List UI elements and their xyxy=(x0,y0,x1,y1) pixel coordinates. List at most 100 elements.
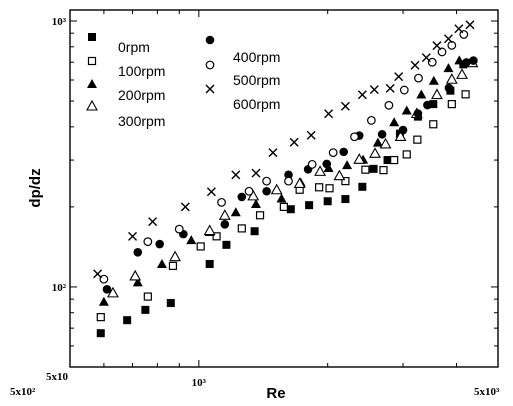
axis-ticks: 5x10² 10³ 5x10³ 5x10 10² 10³ xyxy=(10,10,500,398)
data-point-100rpm xyxy=(447,100,456,109)
data-point-400rpm xyxy=(262,186,271,196)
data-point-200rpm xyxy=(186,235,197,245)
data-point-300rpm xyxy=(353,153,366,164)
legend-marker-100rpm xyxy=(87,56,97,66)
data-point-500rpm xyxy=(437,47,447,57)
data-point-600rpm xyxy=(385,83,395,93)
legend: 0rpm 100rpm 200rpm 300rpm 400rpm 500rpm 600rpm xyxy=(86,33,280,129)
data-point-300rpm xyxy=(270,183,283,195)
x-axis-label: Re xyxy=(266,385,285,402)
data-point-100rpm xyxy=(379,166,388,175)
data-point-100rpm xyxy=(237,224,246,233)
data-point-500rpm xyxy=(244,186,254,196)
data-point-600rpm xyxy=(421,53,431,63)
legend-marker-500rpm xyxy=(205,60,215,70)
data-point-500rpm xyxy=(427,57,437,67)
data-point-600rpm xyxy=(454,24,464,34)
data-point-100rpm xyxy=(255,211,265,220)
data-point-0rpm xyxy=(166,299,175,308)
data-point-600rpm xyxy=(357,90,367,100)
data-point-100rpm xyxy=(168,261,178,270)
data-point-100rpm xyxy=(196,242,205,251)
data-point-200rpm xyxy=(389,117,400,127)
data-point-400rpm xyxy=(444,83,454,93)
data-point-100rpm xyxy=(429,120,438,129)
data-point-300rpm xyxy=(314,165,327,176)
data-point-600rpm xyxy=(289,137,299,147)
legend-marker-600rpm xyxy=(205,84,215,94)
data-point-200rpm xyxy=(428,75,439,85)
data-point-300rpm xyxy=(379,137,392,149)
data-point-400rpm xyxy=(398,125,408,135)
data-point-100rpm xyxy=(315,183,324,192)
data-point-400rpm xyxy=(220,220,230,229)
data-point-0rpm xyxy=(96,329,105,338)
data-point-200rpm xyxy=(342,160,353,170)
data-point-500rpm xyxy=(99,274,109,284)
data-point-0rpm xyxy=(222,240,231,249)
data-point-0rpm xyxy=(429,100,438,109)
data-point-0rpm xyxy=(305,201,314,210)
data-point-300rpm xyxy=(394,130,407,142)
legend-label-200rpm: 200rpm xyxy=(118,87,165,103)
data-point-200rpm xyxy=(156,258,167,268)
data-point-0rpm xyxy=(358,182,367,191)
data-point-400rpm xyxy=(413,109,423,118)
legend-label-400rpm: 400rpm xyxy=(233,49,280,65)
data-point-200rpm xyxy=(132,277,143,287)
data-point-300rpm xyxy=(369,147,381,158)
data-point-200rpm xyxy=(250,199,261,209)
data-point-500rpm xyxy=(350,132,359,142)
data-point-300rpm xyxy=(129,269,142,281)
data-point-300rpm xyxy=(203,224,216,236)
data-point-100rpm xyxy=(279,202,288,211)
y-tick-label: 5x10 xyxy=(46,371,69,383)
data-point-400rpm xyxy=(155,239,164,249)
data-point-100rpm xyxy=(361,165,370,174)
data-point-500rpm xyxy=(284,176,293,186)
data-point-600rpm xyxy=(306,130,316,140)
data-point-200rpm xyxy=(443,63,454,73)
data-point-600rpm xyxy=(180,202,190,212)
data-point-300rpm xyxy=(431,88,443,100)
data-point-500rpm xyxy=(328,148,338,158)
data-point-100rpm xyxy=(325,184,334,193)
x-tick-label: 5x10³ xyxy=(474,386,500,398)
legend-marker-200rpm xyxy=(87,79,97,88)
axes xyxy=(69,9,499,368)
data-point-500rpm xyxy=(217,197,226,207)
data-point-100rpm xyxy=(341,177,350,186)
data-point-600rpm xyxy=(369,85,379,95)
data-point-300rpm xyxy=(247,189,260,201)
data-point-400rpm xyxy=(133,247,143,257)
data-point-100rpm xyxy=(402,150,411,159)
data-point-0rpm xyxy=(141,305,150,314)
data-point-0rpm xyxy=(250,227,259,236)
data-point-100rpm xyxy=(212,232,221,241)
data-point-100rpm xyxy=(143,292,152,301)
data-point-600rpm xyxy=(206,187,216,197)
data-point-600rpm xyxy=(148,217,158,227)
data-point-200rpm xyxy=(230,207,241,217)
data-point-200rpm xyxy=(276,193,287,203)
data-point-400rpm xyxy=(377,129,387,139)
data-point-400rpm xyxy=(284,170,293,180)
data-point-200rpm xyxy=(98,296,109,306)
x-tick-label: 5x10² xyxy=(10,386,36,398)
plot-frame xyxy=(69,9,499,368)
data-point-0rpm xyxy=(205,259,214,268)
data-point-500rpm xyxy=(307,159,317,169)
legend-label-100rpm: 100rpm xyxy=(118,63,165,79)
data-point-300rpm xyxy=(218,209,231,220)
data-point-200rpm xyxy=(372,137,383,147)
data-point-500rpm xyxy=(262,176,272,186)
data-point-400rpm xyxy=(237,192,247,202)
y-tick-label: 10² xyxy=(52,282,67,294)
legend-label-300rpm: 300rpm xyxy=(118,113,165,129)
x-tick-label: 10³ xyxy=(192,377,207,389)
data-point-600rpm xyxy=(465,20,475,30)
data-point-600rpm xyxy=(410,60,420,70)
data-point-500rpm xyxy=(143,237,153,247)
data-point-0rpm xyxy=(383,156,392,165)
legend-label-0rpm: 0rpm xyxy=(118,39,150,55)
